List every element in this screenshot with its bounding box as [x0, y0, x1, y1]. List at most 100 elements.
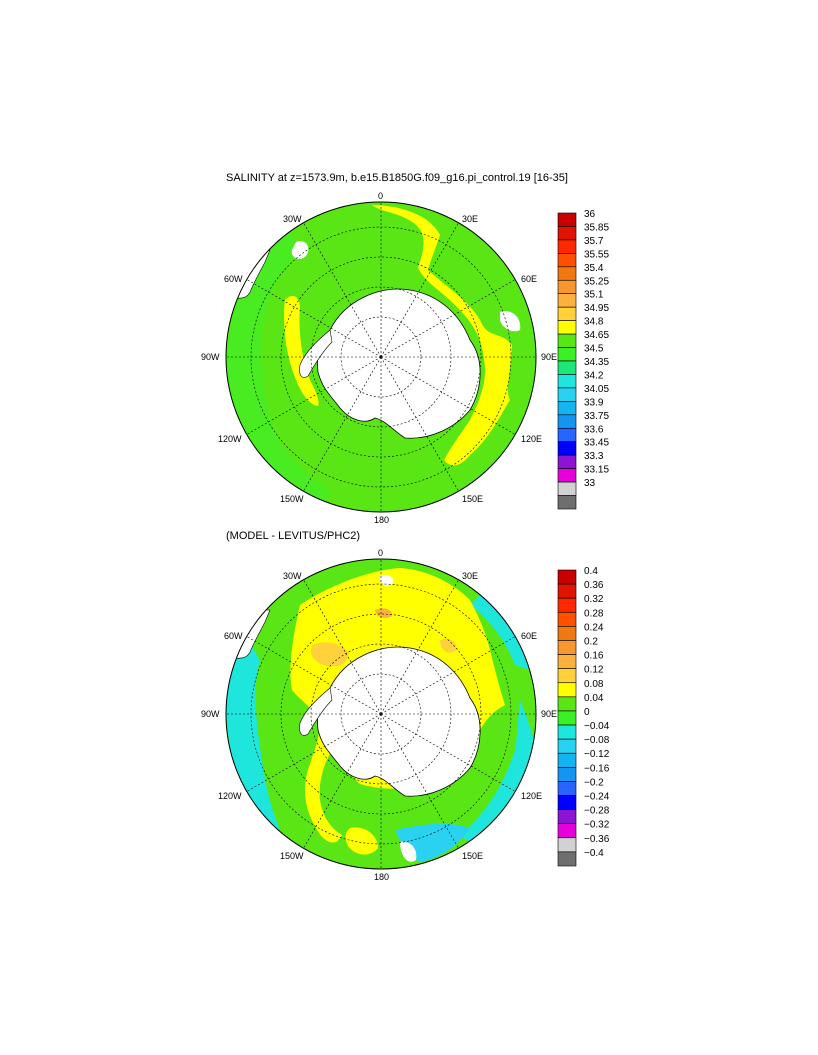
colorbar-label: −0.04 [584, 721, 610, 732]
diff-nodata-south [400, 841, 417, 862]
diff-orange-blob-3 [375, 608, 393, 618]
diff-orange-blob-1 [310, 642, 349, 667]
colorbar-swatch [557, 414, 577, 429]
colorbar-swatch [557, 441, 577, 456]
lon-label-150e: 150E [462, 494, 483, 504]
map-title-salinity: SALINITY at z=1573.9m, b.e15.B1850G.f09_… [226, 172, 568, 184]
colorbar-difference: 0.4 0.36 0.32 0.28 0.24 0.2 0.16 0.12 0.08 0.04 0 −… [557, 566, 610, 867]
colorbar-salinity: 36 35.85 35.7 35.55 35.4 35.25 35.1 34.95 34.8 34… [557, 209, 609, 510]
colorbar-swatch [557, 781, 577, 796]
colorbar-label: −0.24 [584, 792, 610, 803]
colorbar-swatch [557, 454, 577, 469]
colorbar-label: 33 [584, 478, 596, 489]
colorbar-label: −0.08 [584, 735, 610, 746]
colorbar-label: −0.4 [584, 848, 604, 859]
diff-cyan-ne [470, 595, 530, 670]
colorbar-swatch [557, 374, 577, 389]
colorbar-swatch [557, 724, 577, 740]
lon-label-180: 180 [374, 872, 389, 882]
colorbar-swatch [557, 293, 577, 308]
colorbar-label: 0 [584, 707, 590, 718]
colorbar-label: −0.16 [584, 763, 610, 774]
lon-label-60e: 60E [521, 274, 537, 284]
polar-map-difference: 0 30E 60E 90E 120E 150E 180 150W 120W 90… [201, 548, 557, 882]
lon-label-120e: 120E [521, 791, 542, 801]
colorbar-label: 33.45 [584, 438, 609, 449]
colorbar-label: 34.8 [584, 317, 604, 328]
lon-label-90e: 90E [541, 352, 557, 362]
colorbar-swatch [557, 333, 577, 348]
colorbar-swatch [557, 752, 577, 768]
colorbar-label: 33.6 [584, 424, 604, 435]
colorbar-swatch [557, 279, 577, 295]
lon-label-120e: 120E [521, 434, 542, 444]
lon-label-0: 0 [378, 548, 383, 558]
colorbar-swatch [557, 495, 577, 510]
colorbar-swatch [557, 212, 577, 227]
colorbar-label: 0.12 [584, 665, 604, 676]
colorbar-swatch [557, 320, 577, 335]
colorbar-label: 34.35 [584, 357, 609, 368]
lon-label-150w: 150W [280, 494, 304, 504]
salinity-yellow-band-west [284, 295, 319, 406]
colorbar-swatch [557, 809, 577, 825]
colorbar-label: −0.2 [584, 777, 604, 788]
colorbar-label: −0.28 [584, 806, 610, 817]
colorbar-swatch [557, 851, 577, 867]
colorbar-label: 35.7 [584, 236, 604, 247]
lon-label-30w: 30W [283, 571, 302, 581]
colorbar-swatch [557, 738, 577, 754]
colorbar-label: 35.1 [584, 290, 604, 301]
diff-antarctica [317, 646, 481, 797]
colorbar-swatch [557, 481, 577, 496]
colorbar-swatch [557, 611, 577, 627]
colorbar-label: 33.75 [584, 411, 609, 422]
lon-label-90w: 90W [201, 352, 220, 362]
diff-nodata-north [379, 574, 394, 586]
diff-cyan-east [460, 700, 536, 850]
colorbar-swatch [557, 306, 577, 321]
colorbar-label: 34.05 [584, 384, 609, 395]
lon-label-30e: 30E [462, 571, 478, 581]
colorbar-swatch [557, 795, 577, 810]
colorbar-label: 33.15 [584, 465, 609, 476]
colorbar-swatch [557, 347, 577, 362]
colorbar-swatch [557, 239, 577, 254]
polar-map-salinity: 0 30E 60E 90E 120E 150E 180 150W 120W 90… [201, 191, 557, 525]
colorbar-swatch [557, 626, 577, 641]
colorbar-label: 0.4 [584, 566, 598, 577]
colorbar-label: 34.2 [584, 370, 604, 381]
lon-label-150w: 150W [280, 851, 304, 861]
lon-label-90w: 90W [201, 709, 220, 719]
colorbar-label: 33.3 [584, 451, 604, 462]
colorbar-swatch [557, 360, 577, 375]
colorbar-swatch [557, 401, 577, 416]
lon-label-30w: 30W [283, 214, 302, 224]
diff-yellow-south [345, 827, 378, 855]
colorbar-label: 0.16 [584, 651, 604, 662]
colorbar-label: 0.08 [584, 679, 604, 690]
colorbar-label: 0.32 [584, 594, 604, 605]
colorbar-label: 35.25 [584, 276, 609, 287]
colorbar-label: 0.24 [584, 622, 604, 633]
colorbar-swatch [557, 668, 577, 684]
colorbar-swatch [557, 427, 577, 443]
lon-label-180: 180 [374, 515, 389, 525]
colorbar-label: 34.95 [584, 303, 609, 314]
colorbar-swatch [557, 696, 577, 712]
colorbar-swatch [557, 597, 577, 613]
map-title-difference: (MODEL - LEVITUS/PHC2) [226, 530, 361, 542]
colorbar-swatch [557, 640, 577, 655]
colorbar-swatch [557, 468, 577, 483]
salinity-nodata-ne [500, 311, 521, 332]
colorbar-label: 34.5 [584, 344, 604, 355]
colorbar-swatch [557, 682, 577, 698]
lon-label-0: 0 [378, 191, 383, 201]
lon-label-150e: 150E [462, 851, 483, 861]
colorbar-label: 36 [584, 209, 596, 220]
lon-label-90e: 90E [541, 709, 557, 719]
colorbar-swatch [557, 569, 577, 585]
colorbar-label: 35.85 [584, 222, 609, 233]
colorbar-label: −0.12 [584, 749, 610, 760]
